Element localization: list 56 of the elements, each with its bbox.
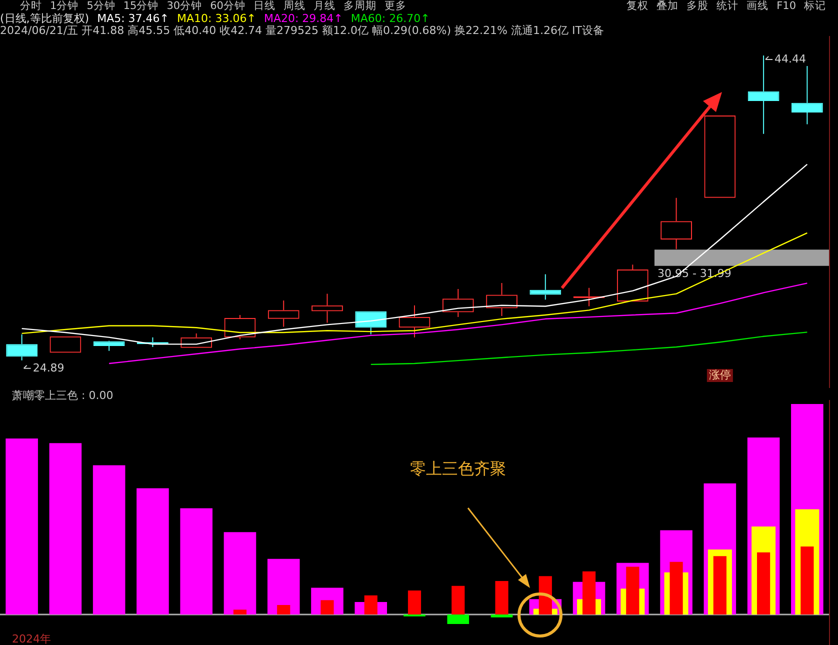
bar	[670, 562, 683, 614]
bar	[364, 595, 378, 614]
text: 日线	[254, 0, 276, 12]
candlestick	[6, 334, 38, 361]
bar	[267, 558, 300, 614]
text: 月线	[314, 0, 336, 12]
bar	[320, 600, 334, 614]
bar	[757, 552, 770, 614]
text: 24.89	[32, 361, 64, 374]
text: 周线	[284, 0, 306, 12]
text: 2024年	[12, 632, 51, 645]
bar	[277, 605, 290, 614]
bar	[452, 586, 465, 614]
bar	[6, 438, 38, 614]
bar	[408, 590, 422, 614]
text: 分时	[20, 0, 42, 12]
text: 叠加	[656, 0, 679, 12]
text: 涨停	[708, 368, 731, 382]
text: 多周期	[344, 0, 376, 12]
bar	[92, 465, 126, 614]
bar	[447, 614, 470, 624]
chart-title: (日线,等比前复权)	[0, 12, 90, 25]
bar	[136, 488, 169, 614]
bar	[713, 556, 726, 614]
chart-subtitle: 2024/06/21/五 开41.88 高45.55 低40.40 收42.74 量279525 额12.0亿 幅0.29(0.68%) 换22.21% 流通1.26亿 IT设备	[0, 24, 604, 37]
text: MA60: 26.70↑	[350, 12, 430, 25]
text: MA5: 37.46↑	[97, 12, 170, 25]
candlestick	[791, 66, 823, 125]
annotation: 44.44	[774, 52, 806, 66]
text: MA10: 33.06↑	[177, 12, 256, 25]
annotation: 零上三色齐聚	[410, 459, 506, 478]
bar	[800, 546, 814, 614]
text: 60分钟	[210, 0, 246, 12]
text: 5分钟	[86, 0, 116, 12]
bar	[495, 581, 508, 614]
bar	[582, 571, 596, 614]
chart-title: 萧嘲零上三色 : 0.00	[12, 389, 114, 402]
text: 15分钟	[123, 0, 159, 12]
text: 标记	[804, 0, 826, 12]
bar	[49, 443, 82, 614]
text: 多股	[686, 0, 709, 12]
bar	[180, 508, 212, 614]
bar	[233, 610, 247, 614]
bar	[626, 566, 640, 614]
text: 统计	[716, 0, 739, 12]
bar	[538, 576, 552, 614]
bar	[490, 614, 513, 618]
text: F10	[776, 0, 796, 12]
text: 30分钟	[166, 0, 202, 12]
text: 画线	[746, 0, 769, 12]
bar	[224, 532, 256, 614]
candlestick	[93, 341, 125, 352]
text: 复权	[626, 0, 649, 12]
text: 更多	[384, 0, 406, 12]
text: MA20: 29.84↑	[264, 12, 343, 25]
text: 1分钟	[50, 0, 79, 12]
